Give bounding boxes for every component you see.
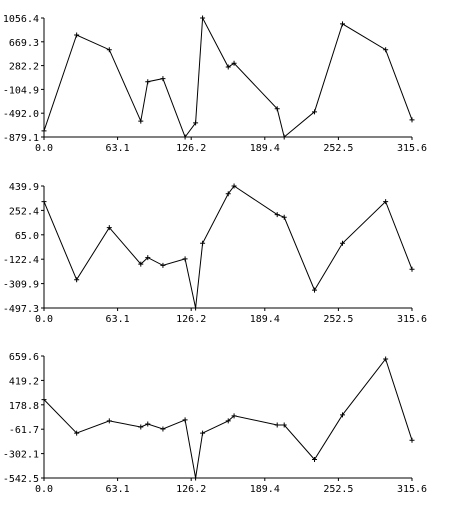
data-point [74, 430, 80, 436]
x-tick-label: 126.2 [176, 314, 206, 325]
data-point [274, 422, 280, 428]
y-tick-label: 669.3 [9, 38, 39, 49]
data-point [182, 256, 188, 262]
data-point [41, 199, 47, 205]
y-tick-label: 282.2 [9, 62, 39, 73]
series-line [43, 16, 413, 139]
data-point [225, 64, 231, 70]
y-tick-label: -61.7 [9, 425, 39, 436]
x-tick-label: 63.1 [106, 143, 130, 154]
data-point [274, 106, 280, 112]
data-point [193, 475, 199, 481]
y-tick-label: -122.4 [3, 255, 39, 266]
x-tick-label: 315.6 [397, 314, 427, 325]
data-point [145, 255, 151, 261]
x-tick-label: 0.0 [35, 143, 53, 154]
y-tick-label: 178.8 [9, 401, 39, 412]
data-point [200, 240, 206, 246]
data-point [312, 456, 318, 462]
data-point [193, 120, 199, 126]
data-point [160, 262, 166, 268]
y-tick-label: 419.2 [9, 376, 39, 387]
x-tick-label: 63.1 [106, 314, 130, 325]
data-point [145, 79, 151, 85]
data-point [274, 212, 280, 218]
y-tick-label: -497.3 [3, 304, 39, 315]
data-point [106, 418, 112, 424]
data-point [193, 305, 199, 311]
data-point [74, 277, 80, 283]
y-tick-label: 439.9 [9, 182, 39, 193]
x-tick-label: 0.0 [35, 314, 53, 325]
y-tick-label: -309.9 [3, 280, 39, 291]
data-point [281, 214, 287, 220]
x-tick-label: 252.5 [323, 143, 353, 154]
chart-panel-3: 659.6 419.2 178.8 -61.7 -302.1 -542.50.0 63.1 1… [3, 352, 427, 495]
data-point [106, 47, 112, 53]
data-point [145, 421, 151, 427]
data-point [106, 225, 112, 231]
x-tick-label: 252.5 [323, 484, 353, 495]
y-tick-label: -542.5 [3, 474, 39, 485]
data-point [340, 412, 346, 418]
data-point [409, 437, 415, 443]
chart-panel-2: 439.9 252.4 65.0 -122.4 -309.9 -497.30.0 63.1 1… [3, 182, 427, 325]
data-point [200, 15, 206, 21]
y-tick-label: 1056.4 [3, 14, 39, 25]
chart-panel-1: 1056.4 669.3 282.2 -104.9 -492.0 -879.10.0 63.… [3, 14, 427, 154]
x-tick-label: 189.4 [250, 314, 280, 325]
data-point [225, 418, 231, 424]
data-point [138, 424, 144, 430]
y-tick-label: -879.1 [3, 133, 39, 144]
data-point [138, 261, 144, 267]
y-tick-label: -492.0 [3, 109, 39, 120]
data-point [312, 287, 318, 293]
y-tick-label: 659.6 [9, 352, 39, 363]
data-point [74, 32, 80, 38]
x-tick-label: 0.0 [35, 484, 53, 495]
data-point [138, 118, 144, 124]
y-tick-label: -104.9 [3, 85, 39, 96]
data-point [340, 21, 346, 27]
x-tick-label: 315.6 [397, 143, 427, 154]
y-tick-label: 252.4 [9, 206, 39, 217]
x-tick-label: 189.4 [250, 484, 280, 495]
series-line [43, 185, 413, 309]
data-point [182, 417, 188, 423]
y-tick-label: 65.0 [15, 231, 39, 242]
data-point [182, 134, 188, 140]
data-point [41, 397, 47, 403]
data-point [41, 128, 47, 134]
data-point [409, 117, 415, 123]
data-point [160, 76, 166, 82]
x-tick-label: 315.6 [397, 484, 427, 495]
data-point [231, 183, 237, 189]
data-point [312, 109, 318, 115]
data-point [383, 356, 389, 362]
x-tick-label: 126.2 [176, 484, 206, 495]
data-point [409, 266, 415, 272]
data-point [231, 413, 237, 419]
x-tick-label: 63.1 [106, 484, 130, 495]
data-point [231, 60, 237, 66]
data-point [281, 134, 287, 140]
x-tick-label: 252.5 [323, 314, 353, 325]
data-point [383, 199, 389, 205]
y-tick-label: -302.1 [3, 450, 39, 461]
x-tick-label: 189.4 [250, 143, 280, 154]
data-point [225, 191, 231, 197]
data-point [200, 430, 206, 436]
data-point [340, 240, 346, 246]
data-point [383, 47, 389, 53]
data-point [160, 426, 166, 432]
x-tick-label: 126.2 [176, 143, 206, 154]
data-point [281, 422, 287, 428]
